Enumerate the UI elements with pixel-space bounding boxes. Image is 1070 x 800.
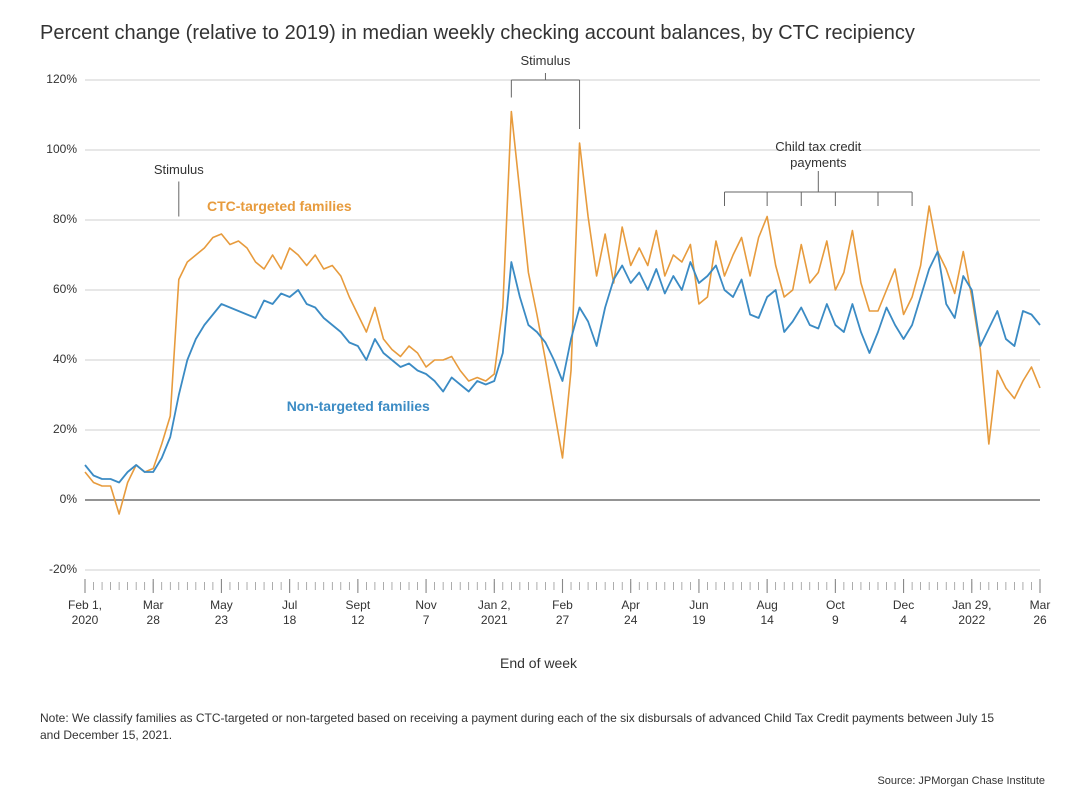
- annotation-ctc-payments: Child tax creditpayments: [748, 139, 888, 170]
- annotation-stimulus-1: Stimulus: [149, 162, 209, 178]
- x-tick-label: Oct 9: [805, 598, 865, 628]
- x-tick-label: Sept 12: [328, 598, 388, 628]
- y-tick-label: 0%: [37, 492, 77, 506]
- x-tick-label: Jan 2, 2021: [464, 598, 524, 628]
- x-tick-label: Jun 19: [669, 598, 729, 628]
- x-tick-label: Nov 7: [396, 598, 456, 628]
- y-tick-label: 80%: [37, 212, 77, 226]
- y-tick-label: 60%: [37, 282, 77, 296]
- x-tick-label: Jul 18: [260, 598, 320, 628]
- x-tick-label: Dec 4: [874, 598, 934, 628]
- x-tick-label: Jan 29, 2022: [942, 598, 1002, 628]
- y-tick-label: 40%: [37, 352, 77, 366]
- y-tick-label: 100%: [37, 142, 77, 156]
- y-tick-label: 20%: [37, 422, 77, 436]
- y-tick-label: -20%: [37, 562, 77, 576]
- x-tick-label: Feb 27: [533, 598, 593, 628]
- x-tick-label: Mar 26: [1010, 598, 1070, 628]
- x-tick-label: Apr 24: [601, 598, 661, 628]
- series-label-ctc: CTC-targeted families: [207, 198, 352, 214]
- x-tick-label: May 23: [191, 598, 251, 628]
- annotation-stimulus-23: Stimulus: [505, 53, 585, 69]
- chart-source: Source: JPMorgan Chase Institute: [877, 775, 1045, 787]
- x-axis-label: End of week: [500, 655, 577, 671]
- x-tick-label: Aug 14: [737, 598, 797, 628]
- chart-note: Note: We classify families as CTC-target…: [40, 710, 1010, 744]
- y-tick-label: 120%: [37, 72, 77, 86]
- series-label-nonctc: Non-targeted families: [287, 398, 430, 414]
- chart-svg: [0, 0, 1070, 800]
- x-tick-label: Feb 1, 2020: [55, 598, 115, 628]
- x-tick-label: Mar 28: [123, 598, 183, 628]
- chart-container: Percent change (relative to 2019) in med…: [0, 0, 1070, 800]
